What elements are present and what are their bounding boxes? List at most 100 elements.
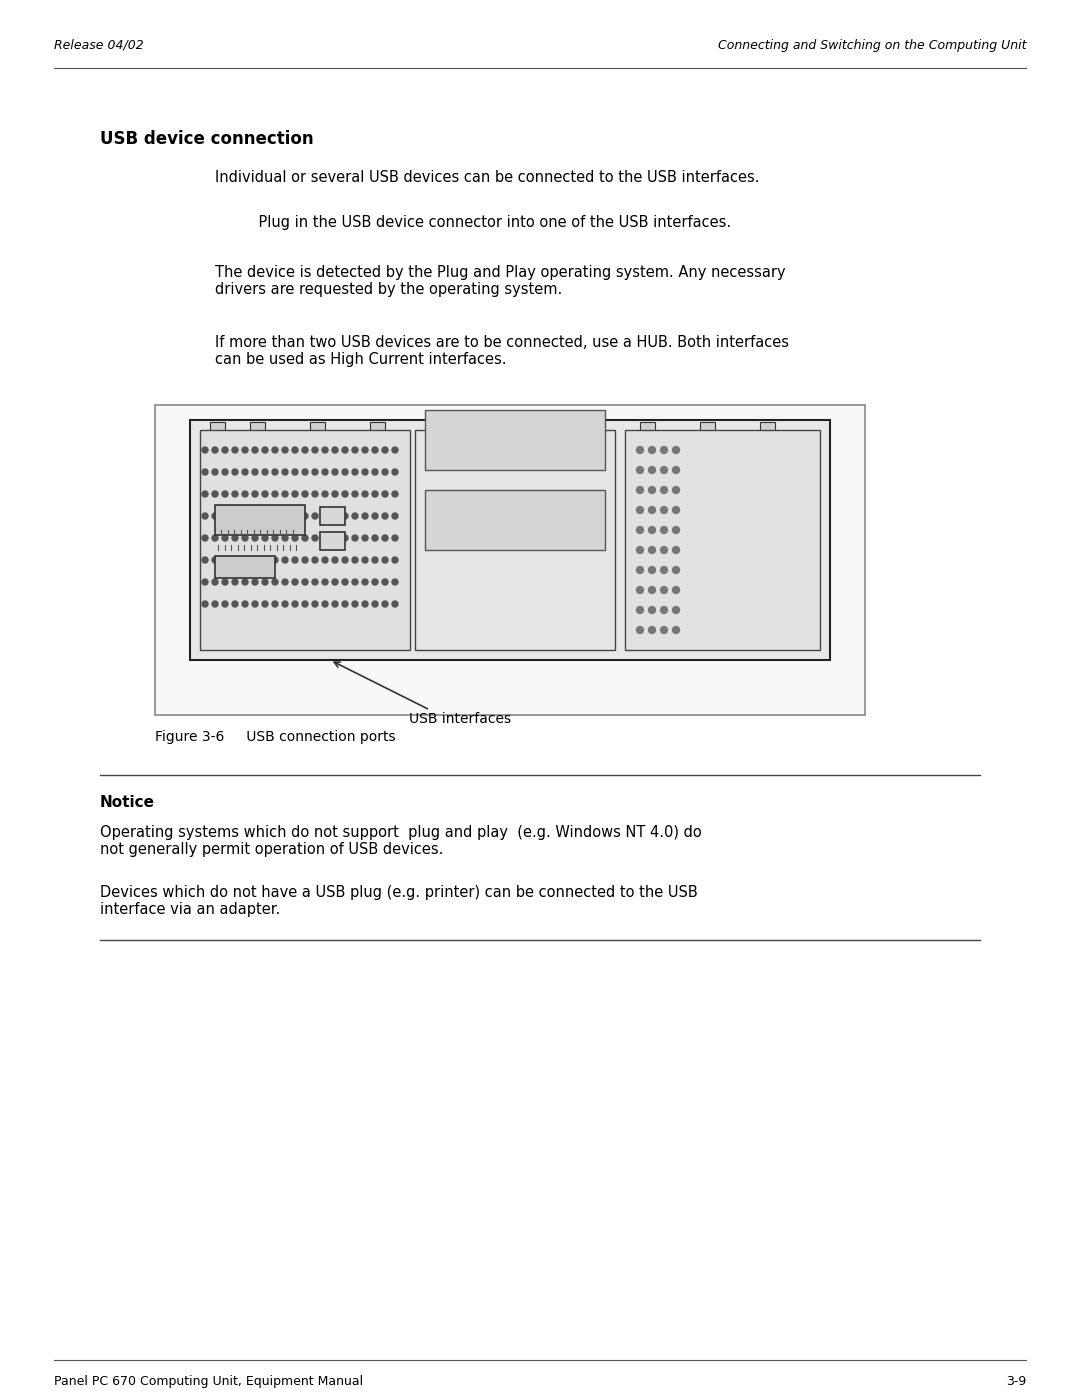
Bar (320, 532, 345, 550)
Text: USB device connection: USB device connection (100, 130, 313, 148)
Bar (310, 422, 325, 440)
Text: Individual or several USB devices can be connected to the USB interfaces.: Individual or several USB devices can be… (215, 170, 759, 184)
Text: Notice: Notice (100, 795, 156, 810)
Circle shape (362, 490, 368, 497)
Circle shape (362, 513, 368, 520)
Circle shape (342, 535, 348, 541)
Circle shape (372, 447, 378, 453)
Text: Release 04/02: Release 04/02 (54, 39, 144, 52)
Bar (249, 422, 265, 440)
Circle shape (372, 535, 378, 541)
Circle shape (292, 578, 298, 585)
Circle shape (648, 507, 656, 514)
Circle shape (661, 546, 667, 553)
Text: Plug in the USB device connector into one of the USB interfaces.: Plug in the USB device connector into on… (240, 215, 731, 231)
Circle shape (382, 535, 388, 541)
Circle shape (636, 467, 644, 474)
Circle shape (232, 490, 238, 497)
Circle shape (252, 578, 258, 585)
Circle shape (242, 578, 248, 585)
Circle shape (332, 578, 338, 585)
Circle shape (202, 469, 208, 475)
Circle shape (636, 546, 644, 553)
Circle shape (302, 535, 308, 541)
Circle shape (232, 601, 238, 608)
Circle shape (292, 513, 298, 520)
Circle shape (673, 567, 679, 574)
Circle shape (232, 469, 238, 475)
Circle shape (232, 557, 238, 563)
Text: Devices which do not have a USB plug (e.g. printer) can be connected to the USB
: Devices which do not have a USB plug (e.… (100, 886, 698, 918)
Circle shape (282, 535, 288, 541)
Circle shape (232, 447, 238, 453)
Circle shape (202, 447, 208, 453)
Circle shape (312, 513, 318, 520)
Circle shape (372, 469, 378, 475)
Circle shape (342, 578, 348, 585)
Circle shape (222, 578, 228, 585)
Circle shape (661, 527, 667, 534)
Circle shape (342, 513, 348, 520)
Circle shape (352, 513, 357, 520)
Text: USB interfaces: USB interfaces (409, 712, 511, 726)
Circle shape (661, 587, 667, 594)
Circle shape (262, 535, 268, 541)
Text: Panel PC 670 Computing Unit, Equipment Manual: Panel PC 670 Computing Unit, Equipment M… (54, 1375, 363, 1389)
Circle shape (382, 557, 388, 563)
Circle shape (312, 578, 318, 585)
Circle shape (636, 486, 644, 493)
Circle shape (392, 535, 399, 541)
Circle shape (302, 447, 308, 453)
Circle shape (302, 557, 308, 563)
Circle shape (272, 601, 278, 608)
Circle shape (242, 513, 248, 520)
Circle shape (232, 535, 238, 541)
Circle shape (636, 587, 644, 594)
Circle shape (252, 513, 258, 520)
Circle shape (332, 469, 338, 475)
Bar (430, 422, 445, 440)
Circle shape (262, 490, 268, 497)
Circle shape (252, 557, 258, 563)
Bar (426, 409, 605, 469)
Circle shape (648, 606, 656, 613)
Circle shape (673, 447, 679, 454)
Circle shape (202, 601, 208, 608)
Circle shape (332, 601, 338, 608)
Circle shape (661, 486, 667, 493)
Circle shape (222, 557, 228, 563)
Circle shape (636, 507, 644, 514)
Circle shape (312, 535, 318, 541)
Circle shape (352, 447, 357, 453)
Circle shape (242, 490, 248, 497)
Circle shape (262, 557, 268, 563)
Circle shape (282, 557, 288, 563)
Circle shape (392, 469, 399, 475)
Circle shape (372, 490, 378, 497)
Circle shape (302, 513, 308, 520)
Circle shape (242, 557, 248, 563)
Circle shape (322, 535, 328, 541)
Circle shape (352, 490, 357, 497)
Circle shape (648, 467, 656, 474)
Bar (760, 422, 775, 440)
Circle shape (352, 601, 357, 608)
Bar (625, 430, 820, 650)
Circle shape (392, 490, 399, 497)
Circle shape (262, 447, 268, 453)
Circle shape (202, 578, 208, 585)
Circle shape (661, 606, 667, 613)
Circle shape (272, 535, 278, 541)
Circle shape (362, 601, 368, 608)
Circle shape (372, 557, 378, 563)
Circle shape (212, 535, 218, 541)
Circle shape (212, 578, 218, 585)
Circle shape (272, 469, 278, 475)
Circle shape (322, 469, 328, 475)
Circle shape (202, 490, 208, 497)
Circle shape (382, 513, 388, 520)
Circle shape (252, 447, 258, 453)
Circle shape (332, 513, 338, 520)
Circle shape (673, 467, 679, 474)
Circle shape (302, 490, 308, 497)
